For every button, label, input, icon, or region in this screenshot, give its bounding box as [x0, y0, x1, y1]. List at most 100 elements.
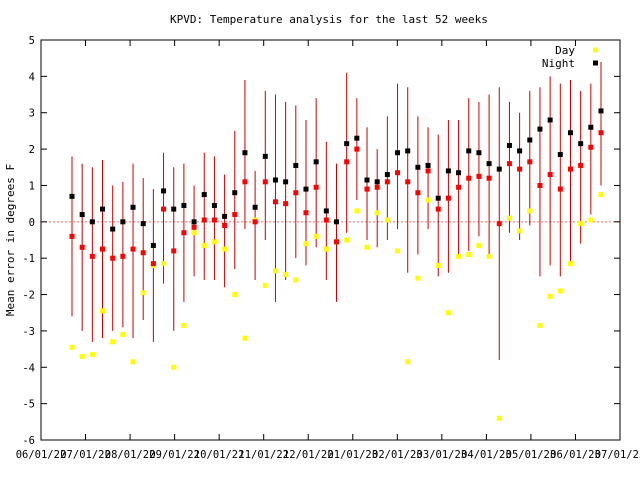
night-point [323, 208, 329, 214]
y-tick-label: -1 [22, 253, 35, 265]
day-point [415, 275, 421, 281]
day-point [120, 332, 126, 338]
mean-error-point [171, 248, 177, 254]
mean-error-point [161, 206, 167, 212]
mean-error-point [252, 219, 258, 225]
night-point [547, 117, 553, 123]
day-point [496, 415, 502, 421]
day-point [100, 308, 106, 314]
night-point [130, 204, 136, 210]
y-tick-label: 0 [29, 217, 35, 229]
night-point [211, 202, 217, 208]
mean-error-point [232, 212, 238, 218]
night-point [425, 162, 431, 168]
mean-error-point [588, 144, 594, 150]
day-point [140, 290, 146, 296]
y-tick-label: 5 [29, 35, 35, 47]
mean-error-point [486, 175, 492, 181]
night-point [283, 179, 289, 185]
night-point [161, 188, 167, 194]
night-point [120, 219, 126, 225]
day-point [425, 197, 431, 203]
mean-error-point [201, 217, 207, 223]
day-point [374, 210, 380, 216]
y-tick-label: -3 [22, 326, 35, 338]
mean-error-point [110, 255, 116, 261]
night-point [374, 179, 380, 185]
day-point [506, 215, 512, 221]
day-point [364, 244, 370, 250]
day-point [181, 322, 187, 328]
day-point [232, 292, 238, 298]
day-point [598, 192, 604, 198]
day-point [201, 242, 207, 248]
night-point [405, 148, 411, 154]
night-point [222, 213, 228, 219]
day-point [222, 246, 228, 252]
night-point [486, 161, 492, 167]
mean-error-point [415, 190, 421, 196]
x-tick-label: 02/01/23 [372, 449, 423, 461]
mean-error-point [120, 253, 126, 259]
day-point [262, 282, 268, 288]
mean-error-point [293, 190, 299, 196]
y-tick-label: 4 [29, 71, 35, 83]
x-tick-label: 03/01/23 [417, 449, 468, 461]
night-point [354, 135, 360, 141]
x-tick-label: 12/01/22 [283, 449, 334, 461]
night-point [303, 186, 309, 192]
mean-error-point [150, 261, 156, 267]
mean-error-point [598, 130, 604, 136]
mean-error-point [242, 179, 248, 185]
y-tick-label: -6 [22, 435, 35, 447]
night-point [252, 204, 258, 210]
legend-label: Night [542, 57, 575, 70]
day-point [242, 335, 248, 341]
x-tick-label: 05/01/23 [506, 449, 557, 461]
day-point [191, 230, 197, 236]
mean-error-point [344, 159, 350, 165]
day-point [303, 241, 309, 247]
day-point [557, 288, 563, 294]
day-point [476, 242, 482, 248]
y-tick-label: 2 [29, 144, 35, 156]
night-point [384, 172, 390, 178]
y-tick-label: -2 [22, 290, 35, 302]
mean-error-point [313, 184, 319, 190]
night-point [272, 177, 278, 183]
mean-error-point [476, 173, 482, 179]
day-point [323, 246, 329, 252]
y-tick-label: 3 [29, 108, 35, 120]
y-tick-label: 1 [29, 180, 35, 192]
mean-error-point [527, 159, 533, 165]
legend-marker [593, 47, 598, 53]
night-point [89, 219, 95, 225]
night-point [171, 206, 177, 212]
night-point [334, 219, 339, 225]
mean-error-point [272, 199, 278, 205]
night-point [313, 159, 319, 165]
y-tick-label: -5 [22, 399, 35, 411]
night-point [191, 219, 197, 225]
day-point [456, 253, 462, 259]
x-tick-label: 09/01/22 [149, 449, 200, 461]
mean-error-point [374, 184, 380, 190]
mean-error-point [262, 179, 268, 185]
night-point [578, 141, 584, 147]
night-point [293, 162, 299, 168]
night-point [517, 148, 523, 154]
day-point [537, 322, 543, 328]
day-point [110, 339, 116, 345]
mean-error-point [517, 166, 523, 172]
day-point [445, 310, 451, 316]
mean-error-point [211, 217, 217, 223]
mean-error-point [456, 184, 462, 190]
x-tick-label: 11/01/22 [238, 449, 289, 461]
legend-label: Day [555, 44, 575, 57]
night-point [262, 153, 268, 159]
night-point [506, 142, 512, 148]
mean-error-point [140, 250, 146, 256]
day-point [161, 261, 167, 267]
mean-error-point [578, 162, 584, 168]
